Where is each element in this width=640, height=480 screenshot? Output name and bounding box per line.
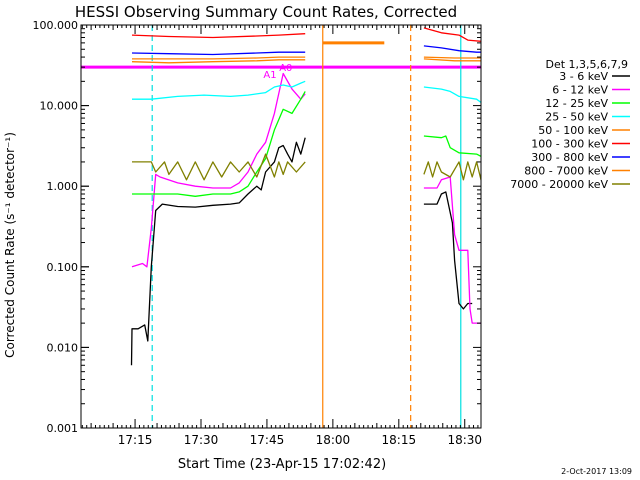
series-line-6-0	[131, 51, 306, 56]
legend-title: Det 1,3,5,6,7,9	[545, 58, 628, 71]
x-tick-label-0: 17:15	[118, 433, 153, 447]
legend-label-7: 800 - 7000 keV	[524, 165, 608, 178]
series-line-8-0	[132, 153, 306, 181]
series-line-1-0	[131, 72, 306, 268]
annotation-a0: A0	[279, 63, 292, 74]
series-line-5-0	[131, 33, 306, 39]
plot-frame	[80, 24, 482, 429]
series-line-3-0	[132, 80, 306, 100]
legend-label-1: 6 - 12 keV	[552, 84, 608, 97]
series-line-4-0	[131, 59, 306, 64]
x-tick-label-3: 18:00	[316, 433, 351, 447]
series-line-4-1	[423, 58, 481, 62]
series-line-8-1	[423, 161, 481, 181]
legend-label-5: 100 - 300 keV	[531, 138, 608, 151]
y-tick-label-5: 100.000	[33, 19, 79, 32]
y-tick-label-1: 0.010	[47, 341, 79, 354]
y-tick-label-3: 1.000	[47, 180, 79, 193]
footer-date: 2-Oct-2017 13:09	[561, 467, 632, 476]
axes: 0.001 0.010 0.100 1.000 10.000 100.000 17:15 17…	[33, 19, 483, 447]
series-line-3-1	[423, 86, 481, 104]
x-axis-label: Start Time (23-Apr-15 17:02:42)	[178, 457, 386, 472]
legend-label-0: 3 - 6 keV	[559, 70, 608, 83]
legend-label-3: 25 - 50 keV	[545, 111, 608, 124]
x-tick-label-4: 18:15	[382, 433, 417, 447]
y-axis-label: Corrected Count Rate (s⁻¹ detector⁻¹)	[3, 132, 17, 358]
x-tick-label-5: 18:30	[447, 433, 482, 447]
series-line-0-1	[423, 191, 473, 310]
legend-label-4: 50 - 100 keV	[538, 124, 608, 137]
annotation-a1: A1	[263, 70, 276, 81]
series-line-2-1	[423, 135, 481, 158]
series-line-2-0	[132, 91, 306, 197]
series-line-6-1	[423, 45, 481, 53]
y-tick-label-2: 0.100	[47, 261, 79, 274]
series-line-7-1	[423, 56, 481, 59]
x-tick-label-1: 17:30	[184, 433, 219, 447]
y-tick-label-0: 0.001	[47, 422, 79, 435]
series-line-7-0	[132, 56, 306, 60]
legend-label-8: 7000 - 20000 keV	[510, 178, 608, 191]
series-line-5-1	[423, 27, 481, 42]
series-line-1-1	[423, 176, 481, 324]
x-tick-label-2: 17:45	[250, 433, 285, 447]
y-tick-label-4: 10.000	[40, 100, 79, 113]
chart-title: HESSI Observing Summary Count Rates, Cor…	[75, 3, 457, 21]
series-line-0-0	[130, 137, 306, 366]
legend-label-6: 300 - 800 keV	[531, 151, 608, 164]
legend-label-2: 12 - 25 keV	[545, 97, 608, 110]
